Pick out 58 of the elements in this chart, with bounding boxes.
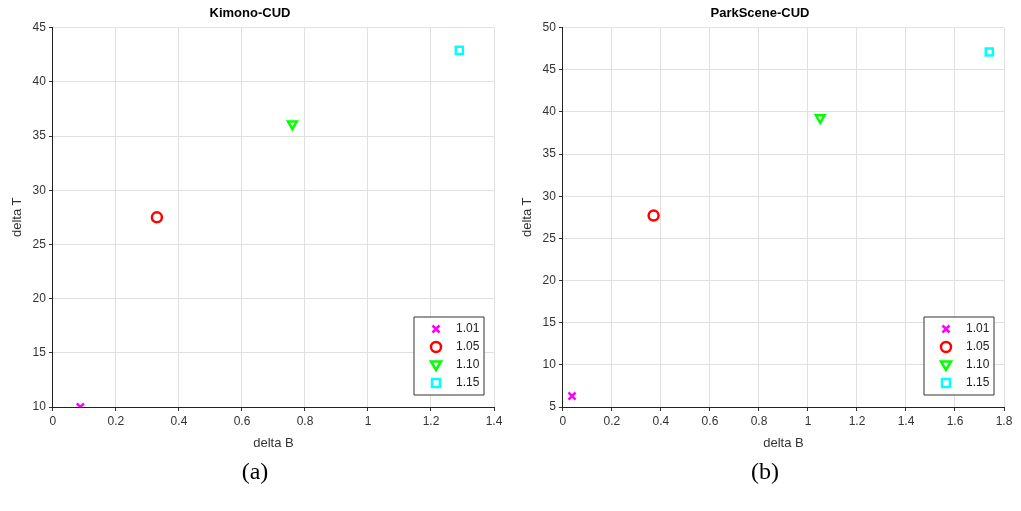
legend-label: 1.01 xyxy=(966,321,990,336)
point xyxy=(286,120,298,131)
y-tick-label: 10 xyxy=(542,357,557,372)
x-tick-label: 0.2 xyxy=(603,413,621,428)
y-tick-label: 20 xyxy=(32,290,47,305)
x-tick-label: 1 xyxy=(804,413,812,428)
y-tick-label: 15 xyxy=(32,345,47,360)
point xyxy=(647,209,660,222)
x-tick-label: 0.8 xyxy=(750,413,768,428)
legend-label: 1.10 xyxy=(966,357,990,372)
x-tick-label: 0 xyxy=(49,413,57,428)
x-tick-label: 1.4 xyxy=(897,413,915,428)
x-tick-label: 1.6 xyxy=(946,413,964,428)
y-tick-label: 35 xyxy=(542,146,557,161)
legend-label: 1.05 xyxy=(456,339,480,354)
x-tick-label: 0.8 xyxy=(296,413,314,428)
x-tick-label: 0.4 xyxy=(170,413,188,428)
y-tick-label: 45 xyxy=(542,62,557,77)
x-tick-label: 1.8 xyxy=(995,413,1013,428)
y-tick-label: 15 xyxy=(542,315,557,329)
y-tick-label: 30 xyxy=(542,188,557,203)
x-tick-label: 1 xyxy=(364,413,372,428)
x-axis-title: delta B xyxy=(763,434,804,450)
x-axis-title: delta B xyxy=(253,434,294,450)
x-tick-label: 0.6 xyxy=(701,413,719,428)
y-tick-label: 25 xyxy=(542,230,557,245)
x-tick-label: 1.4 xyxy=(485,413,503,428)
chart-title: ParkScene-CUD xyxy=(710,5,810,21)
chart-title: Kimono-CUD xyxy=(209,5,291,21)
x-tick-label: 0.2 xyxy=(107,413,125,428)
x-tick-label: 1.2 xyxy=(422,413,440,428)
text: (b) xyxy=(750,458,780,485)
y-tick-label: 50 xyxy=(542,19,557,34)
y-tick-label: 25 xyxy=(32,236,47,251)
y-tick-label: 10 xyxy=(32,399,47,414)
x-tick-label: 0.6 xyxy=(233,413,251,428)
point xyxy=(567,391,577,401)
text: (a) xyxy=(240,458,270,485)
legend-label: 1.05 xyxy=(966,339,990,354)
y-tick-label: 30 xyxy=(32,182,47,197)
y-tick-label: 35 xyxy=(32,128,47,143)
x-tick-label: 0.4 xyxy=(652,413,670,428)
y-axis-title: delta T xyxy=(519,197,535,238)
legend-label: 1.10 xyxy=(456,357,480,372)
x-tick-label: 0 xyxy=(559,413,567,428)
y-tick-label: 20 xyxy=(542,272,557,287)
x-tick-label: 1.2 xyxy=(848,413,866,428)
point xyxy=(814,114,826,125)
y-tick-label: 40 xyxy=(542,104,557,119)
y-tick-label: 40 xyxy=(32,74,47,89)
point xyxy=(984,47,995,57)
point xyxy=(150,211,164,224)
y-tick-label: 45 xyxy=(32,19,47,34)
y-axis-title: delta T xyxy=(9,197,25,238)
legend-label: 1.01 xyxy=(456,321,480,336)
y-tick-label: 5 xyxy=(549,399,557,414)
legend-label: 1.15 xyxy=(966,375,990,390)
legend-label: 1.15 xyxy=(456,375,480,390)
